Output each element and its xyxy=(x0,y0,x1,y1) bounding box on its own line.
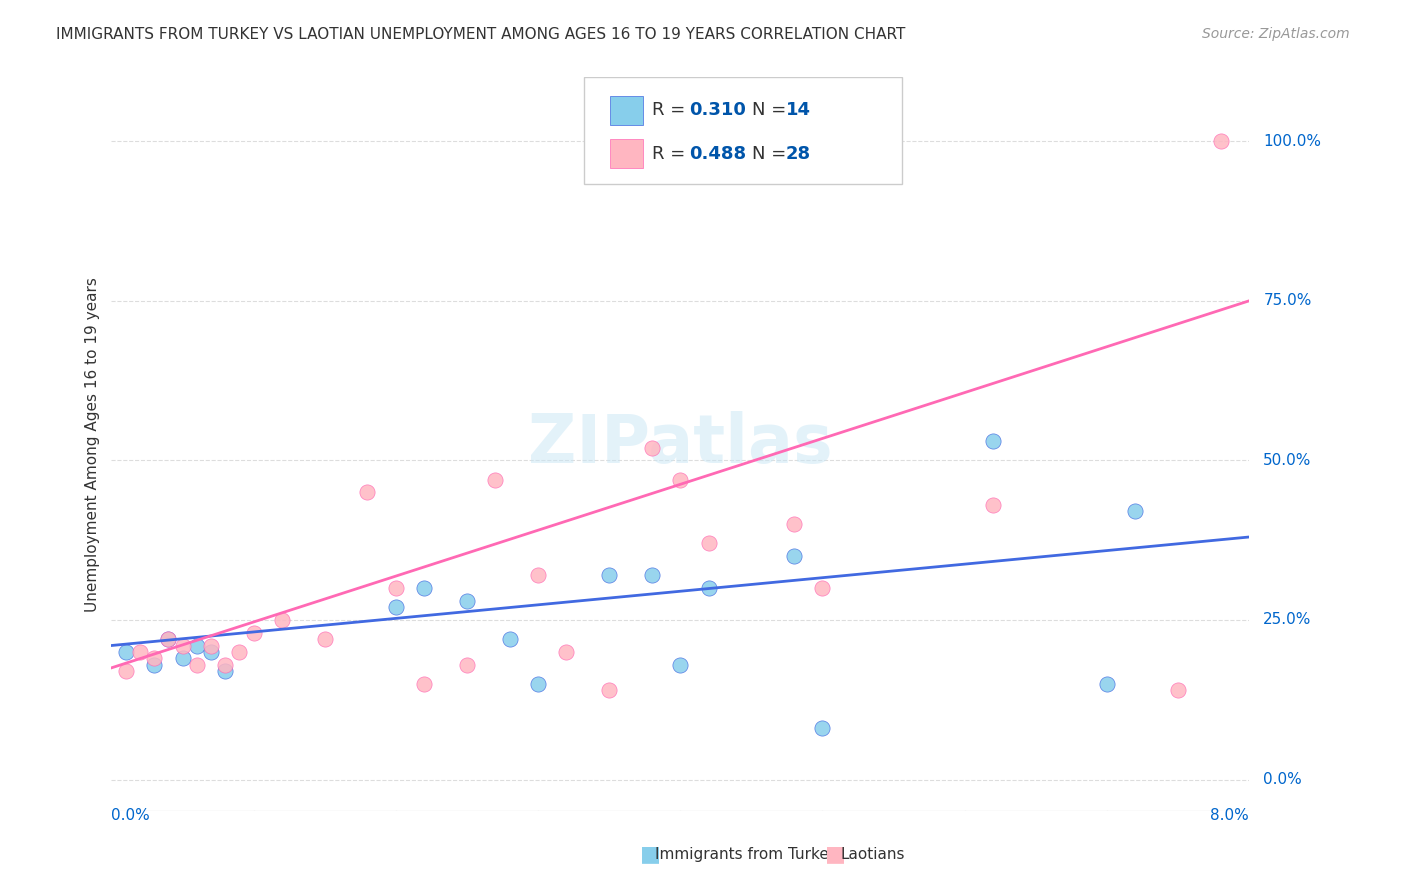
Point xyxy=(228,645,250,659)
Point xyxy=(114,664,136,678)
Point xyxy=(1167,683,1189,698)
Text: IMMIGRANTS FROM TURKEY VS LAOTIAN UNEMPLOYMENT AMONG AGES 16 TO 19 YEARS CORRELA: IMMIGRANTS FROM TURKEY VS LAOTIAN UNEMPL… xyxy=(56,27,905,42)
Point xyxy=(172,639,194,653)
Text: Source: ZipAtlas.com: Source: ZipAtlas.com xyxy=(1202,27,1350,41)
Text: 100.0%: 100.0% xyxy=(1264,134,1322,149)
Point xyxy=(484,473,506,487)
Point xyxy=(143,651,166,665)
Text: 0.0%: 0.0% xyxy=(111,808,150,823)
Text: 8.0%: 8.0% xyxy=(1211,808,1249,823)
Point xyxy=(186,639,208,653)
Point xyxy=(598,568,620,582)
FancyBboxPatch shape xyxy=(610,95,643,125)
Point xyxy=(172,651,194,665)
Point xyxy=(200,645,222,659)
Point xyxy=(456,594,478,608)
Point xyxy=(186,657,208,672)
Point xyxy=(697,581,720,595)
Text: 28: 28 xyxy=(786,145,811,162)
Text: Immigrants from Turkey: Immigrants from Turkey xyxy=(655,847,838,862)
Point xyxy=(811,581,834,595)
Point xyxy=(385,581,408,595)
Point xyxy=(498,632,520,647)
Point xyxy=(356,485,378,500)
Text: 50.0%: 50.0% xyxy=(1264,453,1312,468)
Text: N =: N = xyxy=(752,145,792,162)
Point xyxy=(555,645,578,659)
Point xyxy=(314,632,336,647)
Point xyxy=(385,600,408,615)
Point xyxy=(641,568,664,582)
Point xyxy=(143,657,166,672)
Text: 25.0%: 25.0% xyxy=(1264,613,1312,627)
Point xyxy=(242,625,264,640)
Text: 0.0%: 0.0% xyxy=(1264,772,1302,787)
Point xyxy=(128,645,150,659)
Point xyxy=(669,657,692,672)
Point xyxy=(981,434,1004,449)
Point xyxy=(981,498,1004,512)
FancyBboxPatch shape xyxy=(583,78,903,184)
Point xyxy=(527,677,550,691)
Point xyxy=(783,549,806,563)
Point xyxy=(1095,677,1118,691)
Point xyxy=(214,657,236,672)
Text: 0.488: 0.488 xyxy=(689,145,747,162)
Text: Laotians: Laotians xyxy=(841,847,905,862)
Point xyxy=(697,536,720,550)
Text: ■: ■ xyxy=(825,845,846,864)
Point xyxy=(527,568,550,582)
Point xyxy=(271,613,294,627)
FancyBboxPatch shape xyxy=(610,139,643,169)
Text: ■: ■ xyxy=(640,845,661,864)
Point xyxy=(1123,504,1146,518)
Point xyxy=(811,722,834,736)
Text: 75.0%: 75.0% xyxy=(1264,293,1312,309)
Point xyxy=(641,441,664,455)
Point xyxy=(456,657,478,672)
Text: 14: 14 xyxy=(786,102,811,120)
Point xyxy=(1209,134,1232,148)
Point xyxy=(783,517,806,532)
Point xyxy=(598,683,620,698)
Point xyxy=(214,664,236,678)
Point xyxy=(200,639,222,653)
Point xyxy=(641,134,664,148)
Point xyxy=(669,473,692,487)
Text: R =: R = xyxy=(652,102,690,120)
Point xyxy=(157,632,180,647)
Y-axis label: Unemployment Among Ages 16 to 19 years: Unemployment Among Ages 16 to 19 years xyxy=(86,277,100,612)
Point xyxy=(413,677,436,691)
Text: N =: N = xyxy=(752,102,792,120)
Text: R =: R = xyxy=(652,145,690,162)
Point xyxy=(114,645,136,659)
Point xyxy=(413,581,436,595)
Text: ZIPatlas: ZIPatlas xyxy=(527,411,832,477)
Point xyxy=(157,632,180,647)
Text: 0.310: 0.310 xyxy=(689,102,747,120)
